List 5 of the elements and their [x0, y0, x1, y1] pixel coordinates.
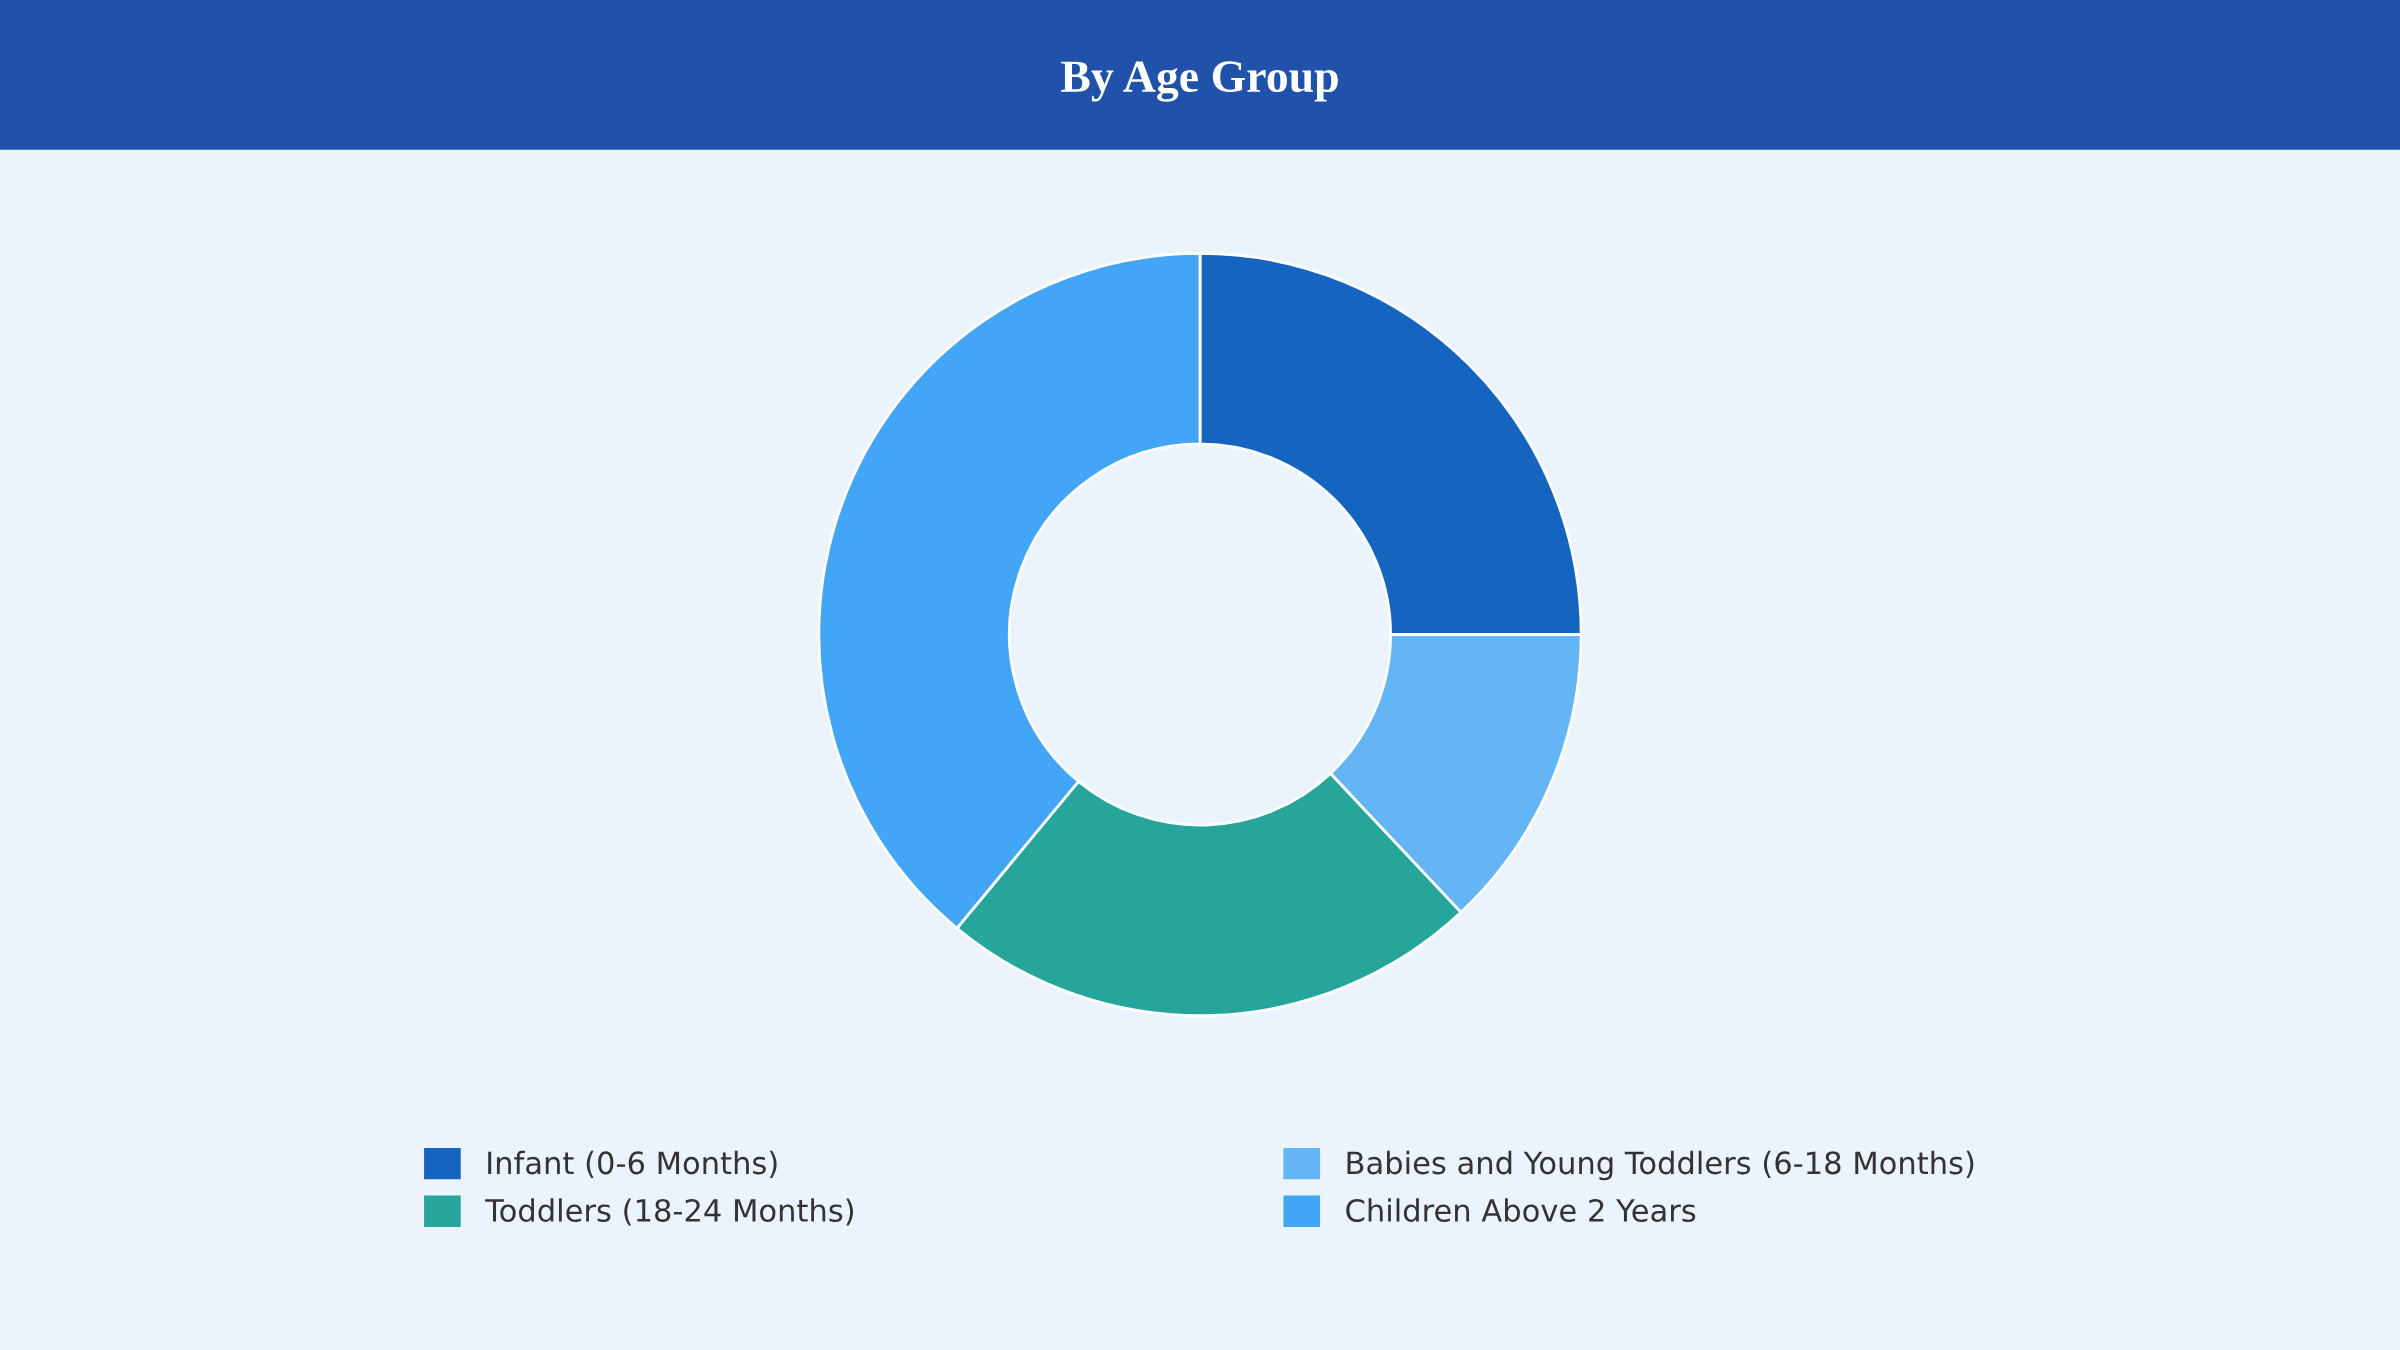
legend-label: Babies and Young Toddlers (6-18 Months) — [1347, 1150, 1974, 1181]
legend-label: Children Above 2 Years — [1346, 1198, 1696, 1223]
legend-label: Infant (0-6 Months) — [488, 1150, 777, 1178]
legend-label: Toddlers (18-24 Months) — [485, 1198, 854, 1226]
chart-title: By Age Group — [1061, 61, 1338, 102]
